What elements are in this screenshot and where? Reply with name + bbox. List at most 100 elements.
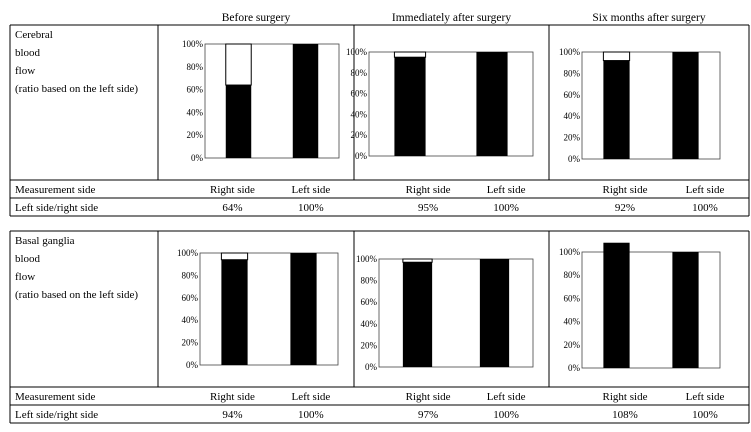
section-title-line: Cerebral: [15, 29, 53, 41]
y-tick-label: 20%: [182, 338, 199, 348]
y-tick-label: 80%: [182, 270, 199, 280]
reference-outline: [225, 43, 252, 86]
reference-outline: [402, 258, 433, 263]
bar-right-side: [394, 57, 426, 157]
row-label: Measurement side: [15, 391, 95, 403]
bar-left-side: [290, 253, 317, 365]
column-header: Before surgery: [222, 12, 291, 24]
row-label: Left side/right side: [15, 202, 98, 214]
y-tick-label: 80%: [564, 68, 581, 78]
ratio-value: 100%: [298, 202, 324, 214]
bar-left-side: [476, 52, 508, 156]
section-title-line: flow: [15, 65, 35, 77]
y-tick-label: 60%: [361, 297, 378, 307]
y-tick-label: 100%: [346, 47, 368, 57]
section-0: [9, 24, 750, 217]
section-title-line: (ratio based on the left side): [15, 83, 138, 95]
ratio-value: 100%: [298, 409, 324, 421]
side-label: Right side: [406, 184, 451, 196]
section-title-line: flow: [15, 271, 35, 283]
y-tick-label: 0%: [365, 362, 378, 372]
plot-area: [581, 51, 721, 160]
y-tick-label: 0%: [186, 360, 199, 370]
y-tick-label: 0%: [568, 363, 581, 373]
y-tick-label: 80%: [187, 62, 204, 72]
section-title-line: (ratio based on the left side): [15, 289, 138, 301]
side-label: Left side: [291, 391, 330, 403]
bar-right-side: [603, 60, 630, 160]
y-tick-label: 100%: [559, 47, 581, 57]
y-tick-label: 40%: [351, 109, 368, 119]
side-label: Right side: [210, 391, 255, 403]
y-tick-label: 40%: [564, 317, 581, 327]
y-tick-label: 60%: [182, 293, 199, 303]
bar-right-side: [402, 262, 433, 367]
y-tick-label: 60%: [564, 293, 581, 303]
side-label: Left side: [487, 184, 526, 196]
y-tick-label: 20%: [361, 340, 378, 350]
reference-outline: [220, 252, 249, 261]
y-tick-label: 40%: [564, 111, 581, 121]
side-label: Left side: [686, 391, 725, 403]
y-tick-label: 40%: [182, 315, 199, 325]
plot-area: [378, 258, 534, 368]
bar-left-side: [292, 44, 319, 158]
y-tick-label: 60%: [351, 89, 368, 99]
y-tick-label: 0%: [568, 154, 581, 164]
y-tick-label: 100%: [177, 248, 199, 258]
y-tick-label: 0%: [355, 151, 368, 161]
column-header: Six months after surgery: [592, 12, 705, 24]
side-label: Left side: [487, 391, 526, 403]
bar-right-side: [603, 242, 630, 368]
ratio-value: 92%: [615, 202, 635, 214]
side-label: Right side: [603, 184, 648, 196]
column-header: Immediately after surgery: [392, 12, 511, 24]
ratio-value: 97%: [418, 409, 438, 421]
y-tick-label: 100%: [559, 247, 581, 257]
bar-left-side: [479, 259, 510, 367]
bar-left-side: [672, 252, 699, 368]
plot-area: [581, 251, 721, 369]
y-tick-label: 100%: [182, 39, 204, 49]
plot-area: [204, 43, 340, 159]
ratio-value: 100%: [493, 202, 519, 214]
ratio-value: 100%: [692, 409, 718, 421]
y-tick-label: 100%: [356, 254, 378, 264]
y-tick-label: 20%: [564, 133, 581, 143]
side-label: Right side: [406, 391, 451, 403]
ratio-value: 64%: [222, 202, 242, 214]
reference-outline: [393, 51, 427, 58]
ratio-value: 95%: [418, 202, 438, 214]
ratio-value: 100%: [493, 409, 519, 421]
y-tick-label: 80%: [351, 68, 368, 78]
reference-outline: [602, 51, 631, 62]
row-label: Measurement side: [15, 184, 95, 196]
bar-left-side: [672, 52, 699, 159]
plot-area: [199, 252, 339, 366]
row-label: Left side/right side: [15, 409, 98, 421]
ratio-value: 108%: [612, 409, 638, 421]
side-label: Right side: [603, 391, 648, 403]
bar-right-side: [221, 259, 248, 365]
section-title-line: blood: [15, 253, 41, 265]
y-tick-label: 20%: [351, 130, 368, 140]
section-title-line: Basal ganglia: [15, 235, 75, 247]
ratio-value: 94%: [222, 409, 242, 421]
bar-right-side: [225, 85, 252, 158]
y-tick-label: 40%: [361, 319, 378, 329]
section-1: [9, 230, 750, 424]
y-tick-label: 60%: [564, 90, 581, 100]
ratio-value: 100%: [692, 202, 718, 214]
y-tick-label: 60%: [187, 85, 204, 95]
plot-area: [368, 51, 534, 157]
y-tick-label: 80%: [361, 276, 378, 286]
y-tick-label: 20%: [187, 130, 204, 140]
section-title-line: blood: [15, 47, 41, 59]
side-label: Left side: [686, 184, 725, 196]
y-tick-label: 20%: [564, 340, 581, 350]
y-tick-label: 40%: [187, 107, 204, 117]
y-tick-label: 0%: [191, 153, 204, 163]
side-label: Right side: [210, 184, 255, 196]
y-tick-label: 80%: [564, 270, 581, 280]
